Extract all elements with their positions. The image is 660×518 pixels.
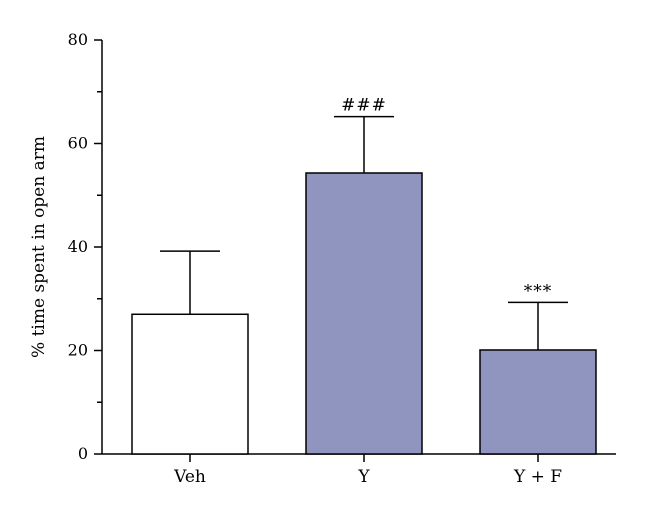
significance-label: ###	[341, 96, 387, 116]
y-tick-label: 20	[68, 341, 88, 360]
bar-y-f	[479, 349, 597, 455]
y-tick-label: 0	[78, 444, 88, 463]
y-tick-label: 80	[68, 30, 88, 49]
x-category-label: Veh	[173, 467, 206, 487]
bar-y	[305, 172, 423, 455]
y-tick-label: 60	[68, 134, 88, 153]
y-tick-label: 40	[68, 237, 88, 256]
bars	[131, 172, 597, 455]
annotations: ### ***	[341, 96, 553, 302]
x-category-label: Y + F	[513, 467, 562, 487]
bar-veh	[131, 313, 249, 455]
error-bars	[160, 115, 568, 350]
y-axis-label: % time spent in open arm	[29, 136, 49, 358]
y-axis: 0 20 40 60 80	[68, 30, 103, 463]
x-axis: Veh Y Y + F	[102, 453, 616, 487]
significance-label: ***	[524, 281, 553, 301]
x-category-label: Y	[357, 467, 370, 487]
